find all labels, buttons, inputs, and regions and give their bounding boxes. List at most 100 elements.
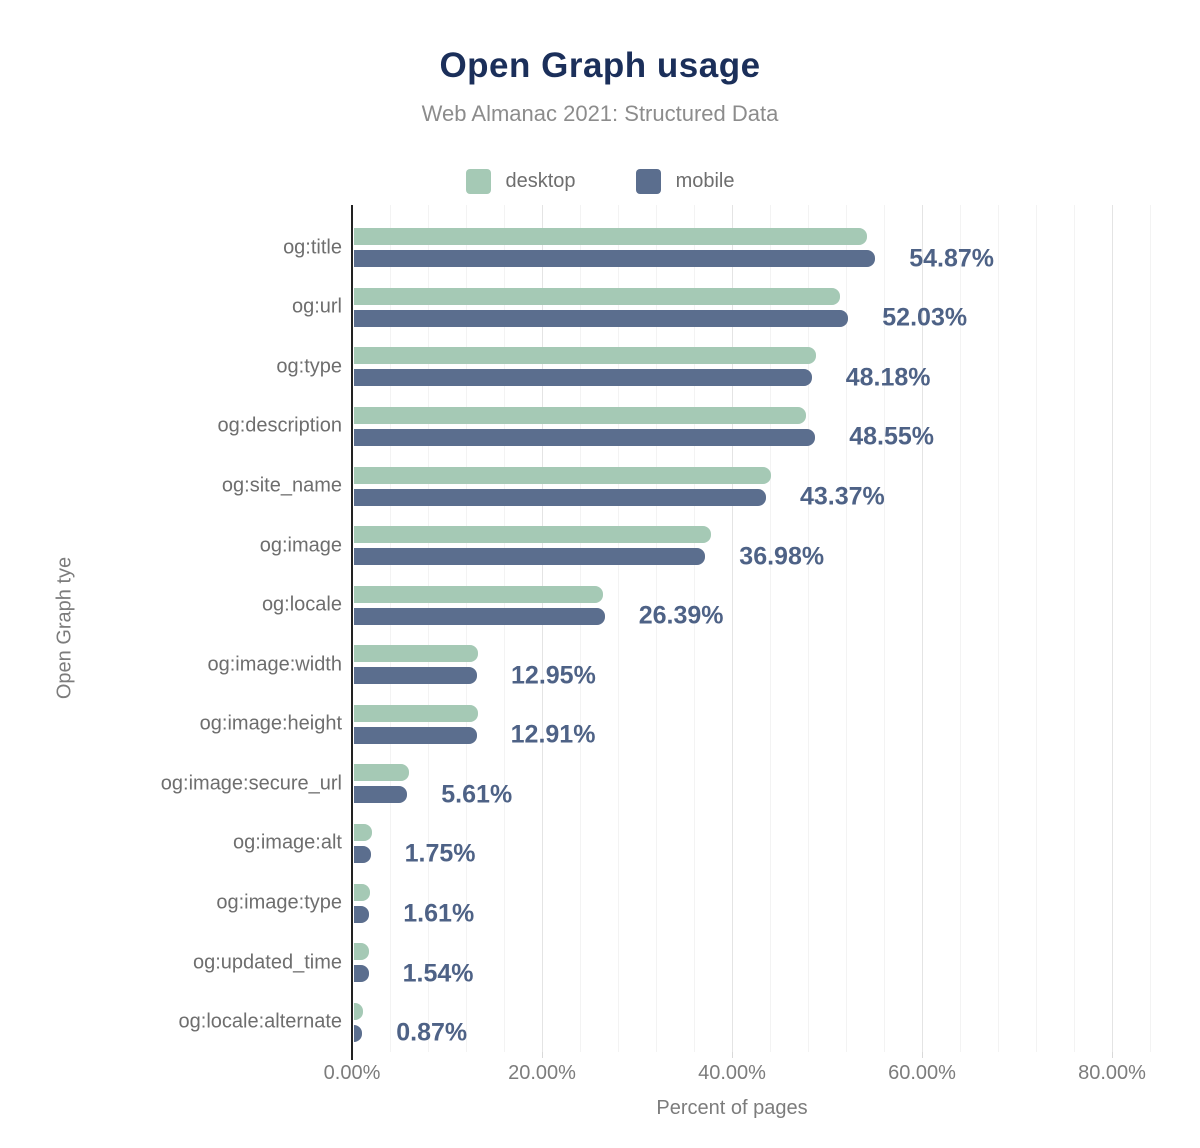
bar-desktop-og:url[interactable] — [354, 287, 841, 305]
bar-desktop-og:title[interactable] — [354, 228, 867, 246]
gridline — [808, 205, 809, 1052]
bar-mobile-og:description[interactable] — [354, 428, 816, 446]
category-label: og:site_name — [221, 474, 342, 497]
legend-swatch-mobile — [635, 168, 661, 194]
gridline — [770, 205, 771, 1052]
gridline — [732, 205, 733, 1052]
legend-swatch-desktop — [465, 168, 491, 194]
bar-desktop-og:image[interactable] — [354, 526, 712, 544]
bar-mobile-og:image:secure_url[interactable] — [354, 786, 408, 804]
bar-desktop-og:image:secure_url[interactable] — [354, 764, 410, 782]
gridline — [884, 205, 885, 1052]
chart-subtitle: Web Almanac 2021: Structured Data — [421, 101, 779, 126]
bar-mobile-og:image:type[interactable] — [354, 905, 370, 923]
bar-desktop-og:image:alt[interactable] — [354, 823, 373, 841]
x-tick-label: 80.00% — [1078, 1062, 1146, 1084]
chart-title: Open Graph usage — [439, 46, 761, 85]
y-axis-title: Open Graph tye — [53, 556, 76, 700]
bar-mobile-og:site_name[interactable] — [354, 488, 766, 506]
x-axis-tick-zero — [351, 1052, 353, 1060]
gridline — [922, 205, 923, 1052]
x-axis-title: Percent of pages — [656, 1097, 808, 1119]
x-axis-tick — [1112, 1052, 1113, 1058]
category-label: og:updated_time — [192, 951, 342, 974]
legend-item-desktop[interactable]: desktop — [465, 168, 576, 194]
bar-desktop-og:image:type[interactable] — [354, 883, 371, 901]
x-tick-label: 0.00% — [323, 1062, 381, 1084]
value-label: 0.87% — [396, 1018, 468, 1047]
gridline — [466, 205, 467, 1052]
legend-item-mobile[interactable]: mobile — [635, 168, 735, 194]
value-label: 48.55% — [849, 422, 935, 451]
y-axis-line — [351, 205, 353, 1052]
bar-desktop-og:type[interactable] — [354, 347, 816, 365]
bar-desktop-og:image:height[interactable] — [354, 704, 478, 722]
gridline — [1112, 205, 1113, 1052]
category-label: og:locale — [261, 593, 342, 616]
value-label: 54.87% — [909, 244, 995, 273]
category-label: og:image:type — [216, 891, 342, 914]
category-label: og:image:height — [199, 712, 342, 735]
gridline — [504, 205, 505, 1052]
gridline — [580, 205, 581, 1052]
value-label: 1.61% — [403, 899, 475, 928]
gridline — [618, 205, 619, 1052]
value-label: 52.03% — [882, 303, 968, 332]
category-label: og:image:secure_url — [160, 772, 342, 795]
x-tick-label: 60.00% — [888, 1062, 956, 1084]
legend-label: mobile — [675, 169, 735, 192]
gridline — [694, 205, 695, 1052]
gridline — [846, 205, 847, 1052]
bar-mobile-og:title[interactable] — [354, 250, 876, 268]
gridline — [390, 205, 391, 1052]
bar-mobile-og:image:width[interactable] — [354, 667, 478, 685]
legend: desktop mobile — [0, 166, 1200, 196]
category-label: og:image — [259, 534, 342, 557]
bar-mobile-og:url[interactable] — [354, 309, 849, 327]
value-label: 12.91% — [510, 720, 596, 749]
category-label: og:type — [276, 355, 342, 378]
bar-mobile-og:updated_time[interactable] — [354, 965, 369, 983]
bar-mobile-og:locale[interactable] — [354, 607, 605, 625]
bar-mobile-og:locale:alternate[interactable] — [354, 1024, 363, 1042]
category-label: og:image:width — [207, 653, 342, 676]
category-label: og:image:alt — [233, 831, 342, 854]
bar-desktop-og:updated_time[interactable] — [354, 943, 370, 961]
gridline — [1036, 205, 1037, 1052]
x-axis-tick — [922, 1052, 923, 1058]
gridline — [1150, 205, 1151, 1052]
bar-desktop-og:site_name[interactable] — [354, 466, 772, 484]
gridline — [998, 205, 999, 1052]
value-label: 26.39% — [638, 601, 724, 630]
value-label: 12.95% — [511, 661, 596, 690]
bar-desktop-og:description[interactable] — [354, 406, 807, 424]
gridline — [542, 205, 543, 1052]
bar-mobile-og:image[interactable] — [354, 548, 706, 566]
gridline — [960, 205, 961, 1052]
value-label: 5.61% — [441, 780, 513, 809]
bar-desktop-og:locale[interactable] — [354, 585, 603, 603]
bar-mobile-og:image:alt[interactable] — [354, 845, 371, 863]
gridline — [656, 205, 657, 1052]
value-label: 1.75% — [404, 839, 476, 868]
gridline — [428, 205, 429, 1052]
category-label: og:locale:alternate — [178, 1010, 342, 1033]
legend-label: desktop — [505, 169, 576, 192]
bar-mobile-og:image:height[interactable] — [354, 726, 477, 744]
x-axis-tick — [542, 1052, 543, 1058]
value-label: 36.98% — [739, 542, 825, 571]
bar-desktop-og:image:width[interactable] — [354, 645, 479, 663]
value-label: 48.18% — [845, 363, 931, 392]
gridline — [1074, 205, 1075, 1052]
value-label: 43.37% — [800, 482, 885, 511]
x-tick-label: 20.00% — [508, 1062, 576, 1084]
category-label: og:description — [217, 414, 342, 437]
x-axis-tick — [732, 1052, 733, 1058]
value-label: 1.54% — [402, 959, 474, 988]
category-label: og:url — [291, 295, 342, 318]
category-label: og:title — [283, 236, 342, 259]
bar-mobile-og:type[interactable] — [354, 369, 812, 387]
x-tick-label: 40.00% — [698, 1062, 766, 1084]
bar-desktop-og:locale:alternate[interactable] — [354, 1002, 363, 1020]
